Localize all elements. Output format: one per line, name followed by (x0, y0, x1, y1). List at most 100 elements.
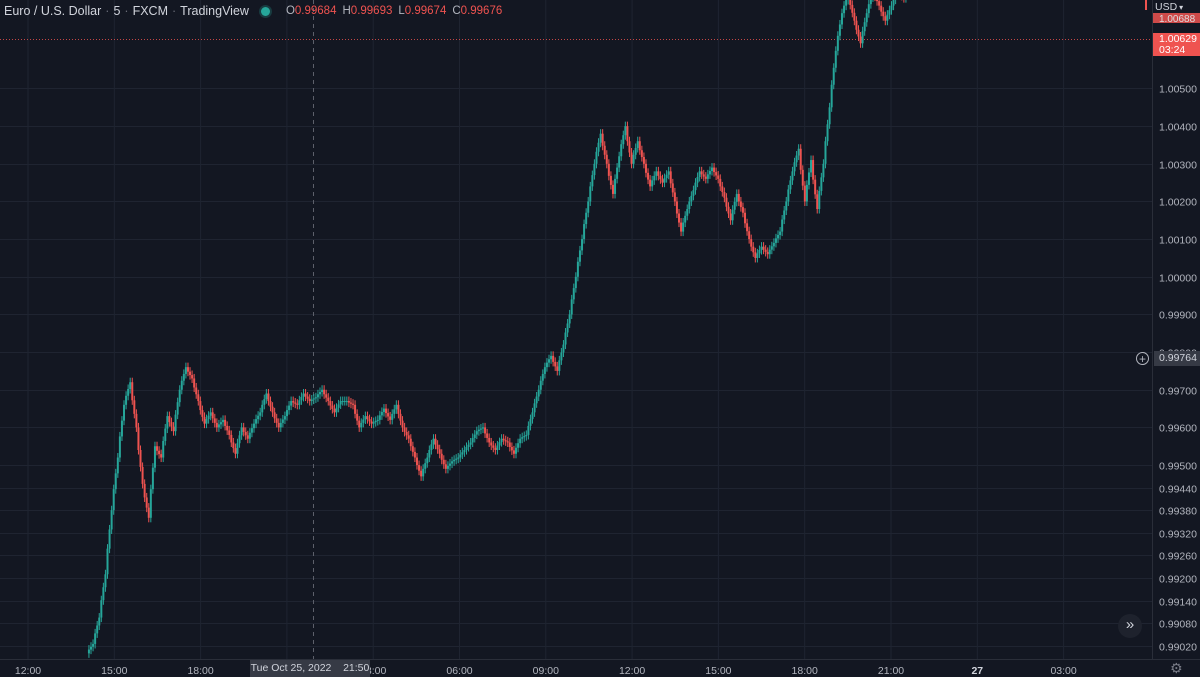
candle-body (471, 437, 474, 443)
candle-body (744, 212, 747, 224)
candle-body (576, 261, 579, 277)
interval-label[interactable]: 5 (113, 4, 121, 18)
candle-body (665, 174, 668, 179)
candle-body (801, 169, 804, 186)
candle-body (680, 222, 683, 232)
candle-body (789, 180, 792, 190)
candle-body (213, 418, 216, 423)
candle-body (108, 529, 111, 549)
candle-body (426, 457, 429, 464)
candle-body (380, 411, 383, 416)
candle-body (428, 450, 431, 458)
time-tick-label: 12:00 (15, 665, 41, 677)
candle-body (323, 389, 326, 395)
currency-label: USD (1155, 1, 1178, 13)
time-tick-label: 12:00 (619, 665, 645, 677)
candle-body (696, 176, 699, 183)
candle-body (558, 360, 561, 371)
candle-body (151, 467, 154, 490)
candle-body (593, 163, 596, 176)
candle-body (294, 402, 297, 404)
candle-body (389, 416, 392, 420)
candle-body (352, 403, 355, 405)
candle-body (525, 434, 528, 437)
candle-body (329, 401, 332, 406)
currency-selector[interactable]: USD ▾ (1155, 1, 1183, 13)
candle-body (228, 430, 231, 435)
candle-body (515, 447, 518, 454)
candle-body (527, 425, 530, 435)
candle-body (310, 399, 313, 402)
candle-body (867, 4, 870, 14)
candle-body (535, 396, 538, 404)
candle-body (599, 133, 602, 143)
candle-body (104, 574, 107, 588)
candle-body (601, 133, 604, 146)
candle-body (133, 400, 136, 414)
price-axis[interactable]: 1.00500 1.00400 1.00300 1.00200 1.00100 1.000… (1159, 84, 1197, 654)
time-tick-label: 15:00 (101, 665, 127, 677)
candle-body (568, 314, 571, 324)
gear-icon[interactable]: ⚙ (1170, 660, 1183, 676)
candle-body (506, 441, 509, 443)
candle-body (217, 424, 220, 428)
candle-body (543, 367, 546, 374)
candle-body (560, 352, 563, 361)
candle-body (597, 142, 600, 152)
plus-circle-icon[interactable]: + (1136, 352, 1149, 365)
candle-body (882, 11, 885, 17)
candle-body (554, 361, 557, 367)
price-tick-label: 1.00400 (1159, 122, 1197, 134)
candle-body (537, 389, 540, 397)
candle-body (306, 396, 309, 399)
market-status-icon[interactable] (260, 6, 270, 16)
candle-body (490, 442, 493, 446)
double-chevron-right-icon[interactable]: » (1118, 614, 1142, 638)
price-tick-label: 0.99020 (1159, 642, 1197, 654)
candle-body (849, 0, 852, 5)
candle-body (422, 468, 425, 477)
candle-body (704, 176, 707, 179)
candle-body (717, 175, 720, 179)
candle-body (440, 453, 443, 460)
separator: · (105, 4, 110, 18)
candle-body (688, 201, 691, 209)
time-axis[interactable]: 12:0015:0018:00603:0006:0009:0012:0015:0… (15, 665, 1077, 677)
candle-body (690, 195, 693, 202)
candle-body (385, 408, 388, 414)
separator: · (171, 4, 177, 18)
price-tick-label: 0.99440 (1159, 484, 1197, 496)
candle-body (312, 398, 315, 400)
candle-body (304, 393, 307, 397)
candle-body (321, 389, 324, 393)
candle-body (139, 450, 142, 467)
candle-body (199, 401, 202, 411)
candle-body (143, 483, 146, 498)
candle-body (671, 183, 674, 193)
candle-body (366, 416, 369, 420)
close-value: 0.99676 (460, 5, 503, 17)
candle-body (413, 451, 416, 458)
candle-body (279, 422, 282, 428)
candle-body (236, 443, 239, 454)
candle-body (467, 444, 470, 447)
candle-body (145, 497, 148, 508)
price-tick-label: 0.99380 (1159, 506, 1197, 518)
symbol-name[interactable]: Euro / U.S. Dollar (4, 4, 102, 18)
chevron-down-icon: ▾ (1179, 2, 1184, 12)
candle-body (288, 405, 291, 411)
candle-body (624, 126, 627, 136)
candle-body (863, 22, 866, 32)
candle-body (807, 172, 810, 185)
candle-body (201, 410, 204, 417)
candle-body (587, 201, 590, 213)
candle-body (409, 438, 412, 447)
candle-body (642, 157, 645, 164)
candle-body (634, 147, 637, 155)
candle-body (492, 445, 495, 448)
candle-body (110, 510, 113, 530)
candle-body (246, 435, 249, 439)
candle-body (523, 436, 526, 438)
candle-body (510, 446, 513, 451)
